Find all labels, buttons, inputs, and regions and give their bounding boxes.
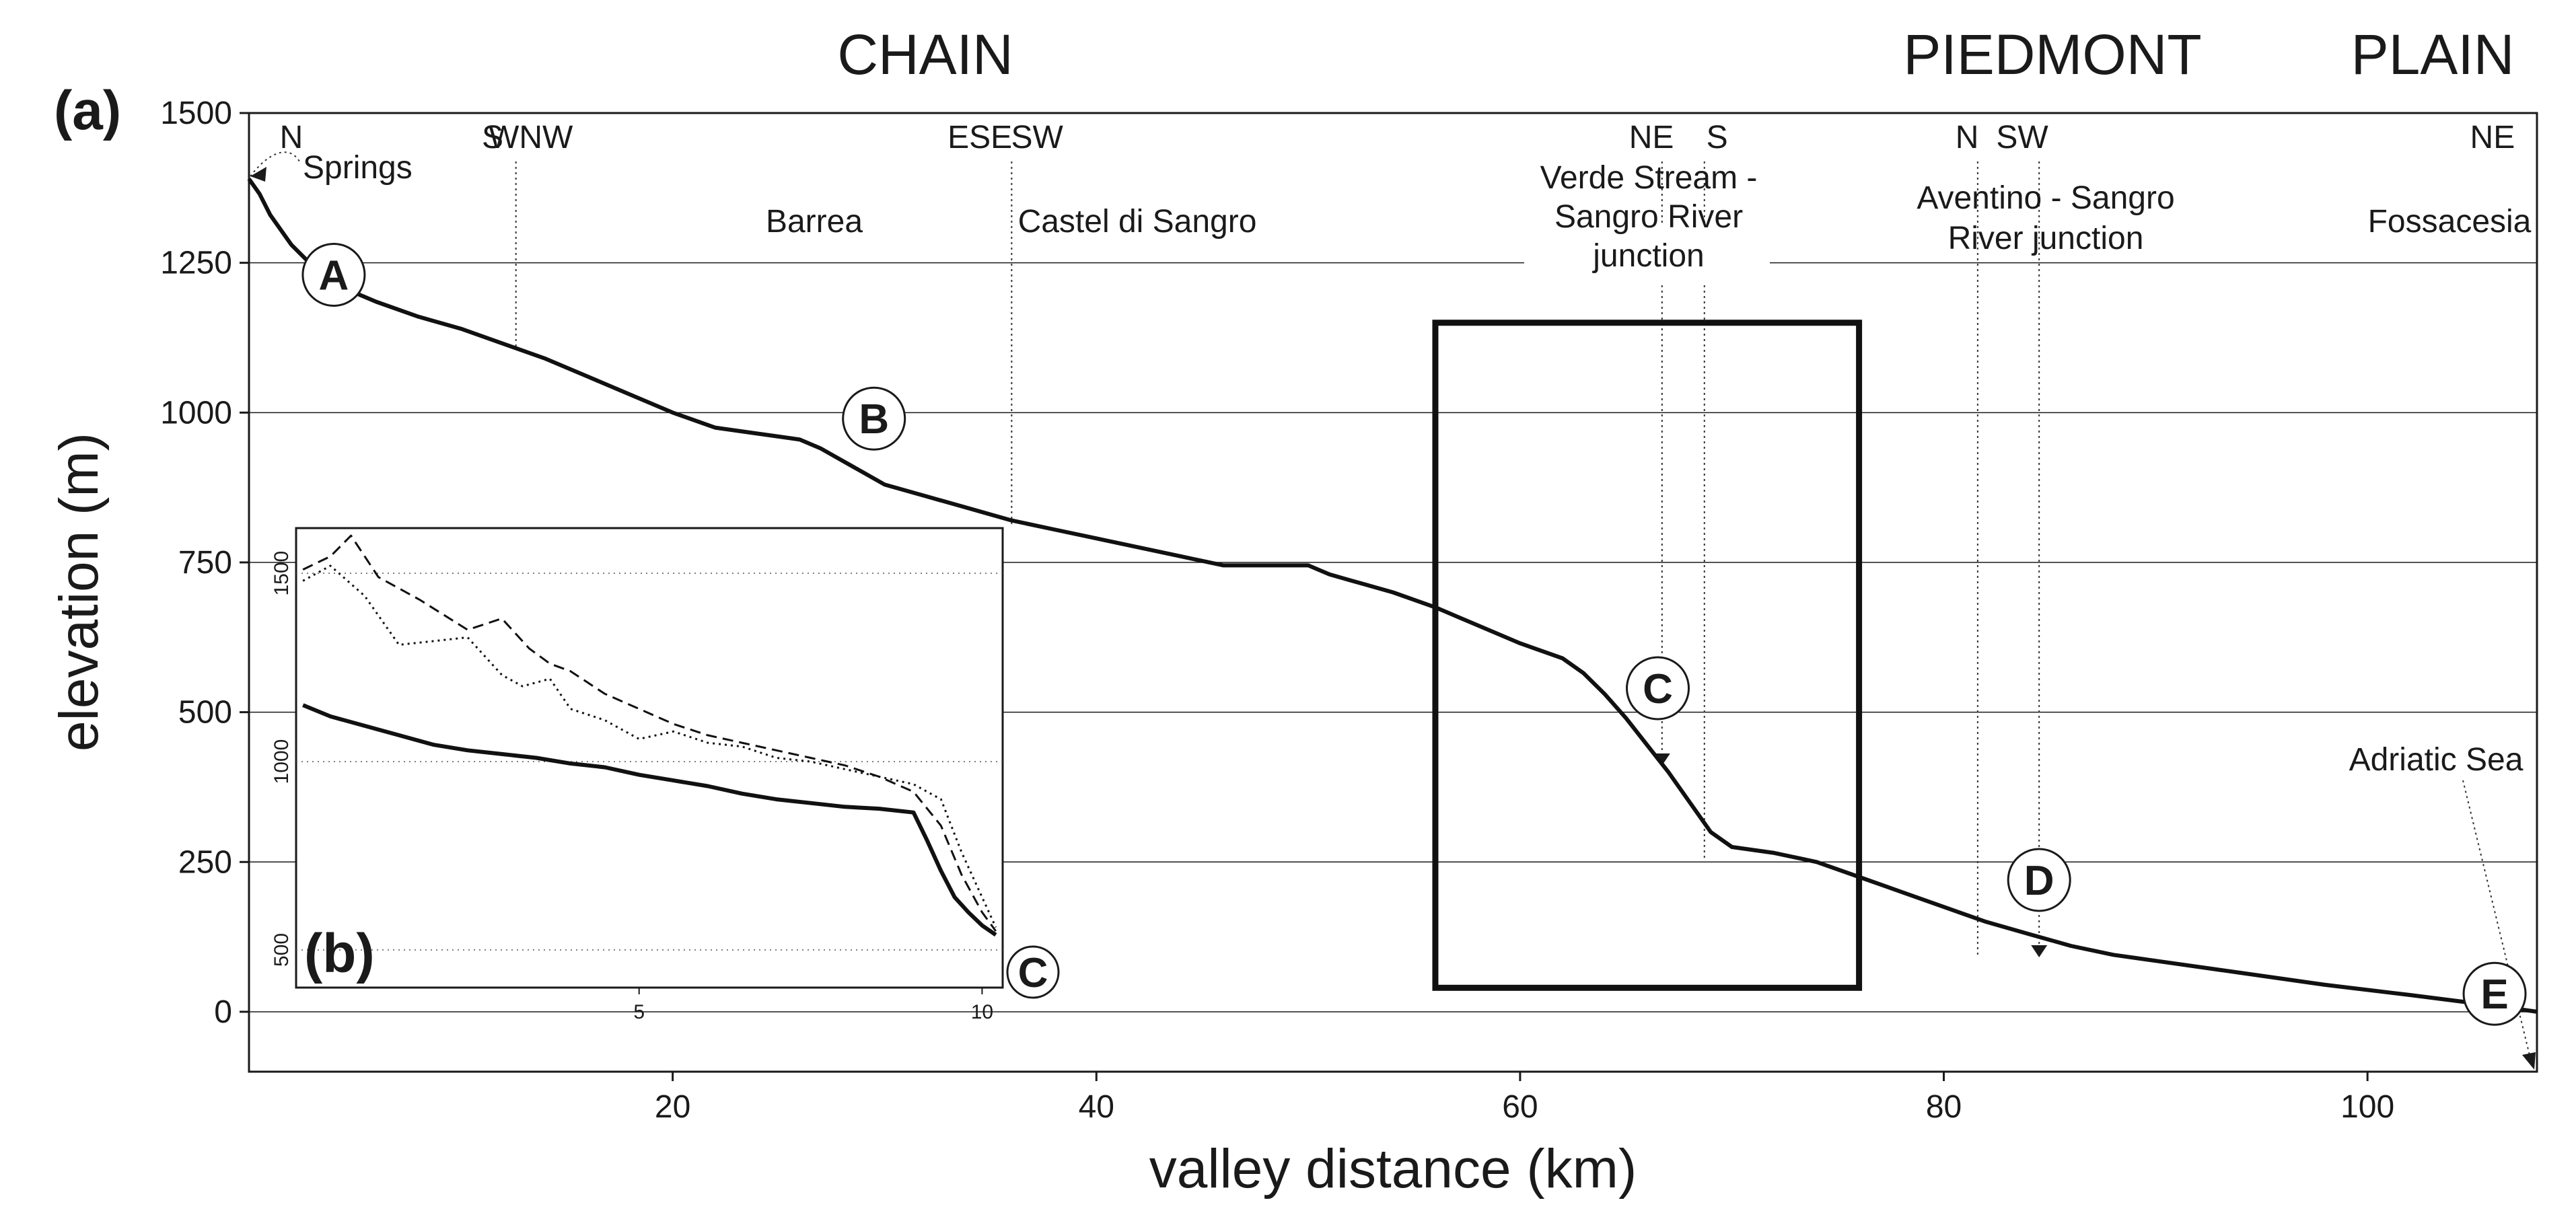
direction-label-2: WNW (489, 120, 573, 155)
zoom-box (1432, 320, 1863, 991)
y-axis-title: elevation (m) (48, 433, 110, 751)
x-tick-label-80: 80 (1926, 1089, 1962, 1125)
main-profile-series (247, 178, 2538, 1014)
inset-series-dotted (302, 564, 997, 928)
place-label-aventino-1: Aventino - Sangro (1917, 180, 2174, 216)
inset-series-dashed (302, 534, 997, 932)
springs-arrowhead (250, 167, 266, 182)
point-circle-D (2007, 848, 2071, 912)
inset-series-solid (302, 703, 997, 937)
point-label-A: A (319, 252, 349, 299)
place-label-aventino-2: River junction (1948, 221, 2144, 256)
inset-profile-series (302, 534, 997, 937)
panel-a-label: (a) (54, 80, 121, 141)
place-label-adriatic-sea: Adriatic Sea (2349, 742, 2524, 778)
y-tick-label-500: 500 (178, 695, 232, 731)
y-tick-label-250: 250 (178, 844, 232, 880)
point-circle-E (2462, 961, 2527, 1026)
inset-x-tick-5: 5 (633, 1001, 645, 1023)
point-D: D (2007, 848, 2071, 912)
direction-label-5: NE (1629, 120, 1674, 155)
x-axis-title: valley distance (km) (1149, 1138, 1637, 1200)
place-labels: Springs Barrea Castel di Sangro Verde St… (303, 150, 2532, 778)
profile-line (247, 178, 2538, 1014)
adriatic-arrowhead (2522, 1052, 2536, 1070)
point-label-D: D (2024, 858, 2054, 904)
x-tick-label-40: 40 (1079, 1089, 1114, 1125)
aventino-arrowhead (2031, 945, 2048, 957)
y-tick-label-1000: 1000 (160, 395, 232, 431)
x-tick-label-20: 20 (655, 1089, 690, 1125)
place-label-barrea: Barrea (766, 204, 863, 239)
direction-label-0: N (280, 120, 303, 155)
inset-y-tick-1500: 1500 (271, 551, 293, 596)
point-A: A (301, 242, 366, 307)
inset-y-tick-1000: 1000 (271, 739, 293, 784)
point-label-C: C (1643, 666, 1673, 712)
direction-label-8: SW (1996, 120, 2048, 155)
place-label-castel-di-sangro: Castel di Sangro (1018, 204, 1257, 239)
x-tick-label-100: 100 (2340, 1089, 2394, 1125)
point-circle-A (301, 242, 366, 307)
inset-y-tick-500: 500 (271, 933, 293, 967)
point-E: E (2462, 961, 2527, 1026)
direction-label-9: NE (2470, 120, 2515, 155)
point-label-B: B (859, 396, 889, 443)
y-tick-label-750: 750 (178, 545, 232, 581)
x-tick-label-60: 60 (1502, 1089, 1538, 1125)
place-label-fossacesia: Fossacesia (2368, 204, 2532, 239)
springs-leader (250, 151, 300, 177)
place-label-springs: Springs (303, 150, 413, 186)
direction-label-1: S (482, 120, 503, 155)
adriatic-leader (2462, 780, 2533, 1067)
zoom-box-rect (1432, 320, 1863, 991)
region-label-plain: PLAIN (2351, 23, 2515, 86)
region-label-chain: CHAIN (837, 23, 1013, 86)
main-axis-ticks: 0 250 500 750 1000 1250 1500 20 40 60 80 100 (160, 96, 2394, 1125)
y-tick-label-0: 0 (214, 994, 232, 1030)
place-label-verde-stream-1: Verde Stream - (1540, 160, 1758, 196)
point-label-E: E (2480, 971, 2508, 1018)
place-label-verde-stream-3: junction (1591, 238, 1704, 274)
inset-frame (295, 527, 1004, 989)
direction-label-3: ESE (947, 120, 1012, 155)
place-label-verde-stream-2: Sangro River (1554, 199, 1743, 235)
direction-label-6: S (1707, 120, 1728, 155)
y-tick-label-1250: 1250 (160, 246, 232, 281)
inset-axis-ticks: 500 1000 1500 5 10 (271, 551, 993, 1023)
point-circle-C (1626, 656, 1690, 721)
direction-label-7: N (1956, 120, 1979, 155)
inset-end-label: C (1018, 950, 1048, 996)
point-C: C (1626, 656, 1690, 721)
inset-x-tick-10: 10 (971, 1001, 993, 1023)
main-plot-frame (248, 112, 2538, 1073)
point-B: B (842, 386, 906, 451)
region-label-piedmont: PIEDMONT (1903, 23, 2201, 86)
profile-points: A B C D E (301, 242, 2527, 1026)
panel-b-label: (b) (304, 923, 375, 984)
direction-label-4: SW (1011, 120, 1063, 155)
point-circle-B (842, 386, 906, 451)
leader-lines (250, 151, 2536, 1070)
y-tick-label-1500: 1500 (160, 96, 232, 131)
inset-end-point: C (1006, 945, 1060, 999)
